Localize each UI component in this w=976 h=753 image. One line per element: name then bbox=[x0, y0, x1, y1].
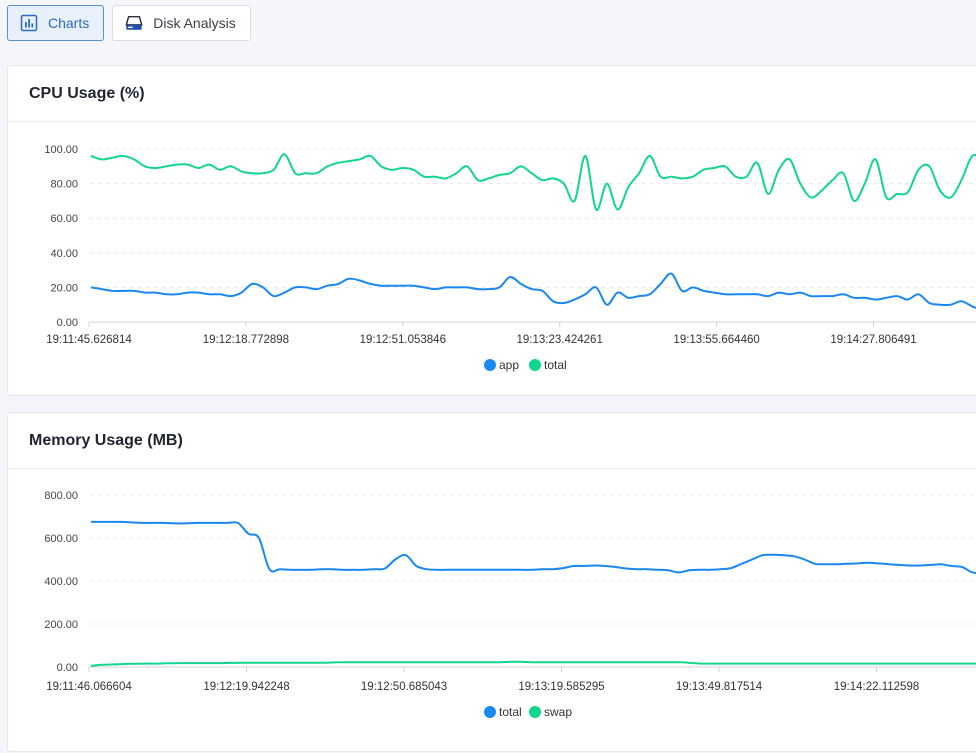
memory-y-tick-label: 200.00 bbox=[44, 619, 78, 631]
memory-legend-swap-marker[interactable] bbox=[529, 706, 541, 718]
cpu-usage-chart: 0.00 20.00 40.00 60.00 80.00 100.00 19:11:45.6… bbox=[44, 144, 976, 372]
memory-y-tick-label: 800.00 bbox=[44, 490, 78, 502]
cpu-x-tick-label: 19:12:18.772898 bbox=[203, 334, 289, 346]
memory-x-tick-label: 19:13:19.585295 bbox=[518, 681, 604, 693]
hard-drive-icon bbox=[125, 14, 143, 32]
cpu-y-tick-label: 100.00 bbox=[44, 144, 78, 156]
memory-x-tick-label: 19:12:19.942248 bbox=[203, 681, 289, 693]
cpu-x-tick-label: 19:13:23.424261 bbox=[517, 334, 603, 346]
cpu-legend-app-marker[interactable] bbox=[484, 359, 496, 371]
view-tabs: Charts Disk Analysis bbox=[7, 5, 251, 41]
memory-card-header: Memory Usage (MB) bbox=[8, 413, 976, 469]
cpu-x-tick-label: 19:11:45.626814 bbox=[46, 334, 132, 346]
memory-y-tick-label: 400.00 bbox=[44, 576, 78, 588]
cpu-series-total-line bbox=[90, 153, 976, 211]
bar-chart-icon bbox=[20, 14, 38, 32]
memory-usage-card: Memory Usage (MB) 0.00 200.00 400.00 600.00… bbox=[7, 412, 976, 752]
cpu-chart-title: CPU Usage (%) bbox=[29, 84, 145, 102]
memory-x-tick-label: 19:13:49.817514 bbox=[676, 681, 763, 693]
cpu-y-tick-label: 40.00 bbox=[50, 248, 78, 260]
memory-x-tick-label: 19:12:50.685043 bbox=[361, 681, 447, 693]
memory-x-tick-label: 19:14:22.112598 bbox=[834, 681, 919, 693]
cpu-x-tick-label: 19:13:55.664460 bbox=[673, 334, 759, 346]
memory-series-total-line bbox=[91, 520, 976, 574]
tab-disk-analysis-label: Disk Analysis bbox=[153, 15, 236, 31]
memory-legend-total-marker[interactable] bbox=[484, 706, 496, 718]
cpu-x-tick-label: 19:12:51.053846 bbox=[360, 334, 446, 346]
tab-charts-label: Charts bbox=[48, 15, 90, 31]
tab-disk-analysis[interactable]: Disk Analysis bbox=[112, 5, 251, 41]
cpu-y-tick-label: 60.00 bbox=[50, 213, 78, 225]
memory-y-tick-label: 0.00 bbox=[57, 662, 78, 674]
cpu-usage-card: CPU Usage (%) 0.00 20.00 40.00 60.00 80.00 10… bbox=[7, 65, 976, 396]
cpu-card-header: CPU Usage (%) bbox=[8, 66, 976, 122]
cpu-legend-app-label[interactable]: app bbox=[499, 358, 519, 372]
memory-usage-chart: 0.00 200.00 400.00 600.00 800.00 19:11:46.066… bbox=[44, 490, 976, 719]
cpu-x-tick-label: 19:14:27.806491 bbox=[830, 334, 916, 346]
memory-series-swap-line bbox=[90, 660, 976, 667]
tab-charts[interactable]: Charts bbox=[7, 5, 105, 41]
memory-legend-total-label[interactable]: total bbox=[499, 705, 522, 719]
cpu-series-app-line bbox=[90, 272, 976, 309]
cpu-legend-total-marker[interactable] bbox=[529, 359, 541, 371]
cpu-y-tick-label: 20.00 bbox=[50, 282, 78, 294]
memory-chart-title: Memory Usage (MB) bbox=[29, 431, 183, 449]
memory-legend-swap-label[interactable]: swap bbox=[544, 705, 572, 719]
memory-y-tick-label: 600.00 bbox=[44, 533, 78, 545]
memory-x-tick-label: 19:11:46.066604 bbox=[46, 681, 132, 693]
cpu-legend-total-label[interactable]: total bbox=[544, 358, 567, 372]
cpu-y-tick-label: 80.00 bbox=[50, 179, 78, 191]
cpu-y-tick-label: 0.00 bbox=[57, 317, 78, 329]
